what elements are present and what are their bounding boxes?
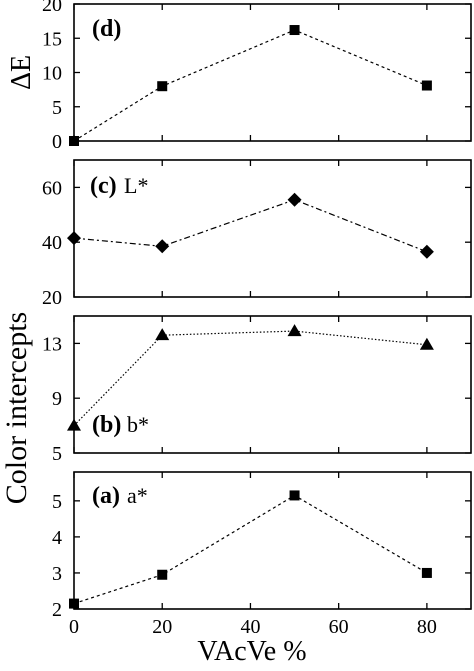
data-point-square [157, 569, 168, 580]
data-point-triangle [287, 324, 302, 337]
y-tick-label: 2 [52, 599, 62, 621]
data-point-diamond [419, 244, 434, 259]
panel-d: 0 5 10 15 20 (d) ΔE [6, 0, 472, 153]
y-tick-label: 20 [42, 287, 62, 309]
data-point-square [289, 490, 300, 501]
panel-c-frame [73, 159, 472, 298]
panel-y-axis-label: ΔE [6, 55, 37, 90]
series-label: b* [127, 412, 149, 437]
panel-b: 5 9 13 (b) b* [42, 315, 472, 465]
data-point-triangle [67, 418, 81, 431]
series-line-c [73, 199, 428, 253]
x-tick-label: 80 [417, 616, 437, 638]
panel-label: (c) [90, 173, 117, 199]
y-tick-label: 4 [52, 527, 62, 549]
panel-c: 20 40 60 (c) L* [42, 159, 472, 309]
y-tick-label: 10 [42, 63, 62, 85]
y-tick-label: 5 [52, 491, 62, 513]
x-tick-label: 40 [240, 616, 260, 638]
panel-label: (a) [92, 483, 120, 509]
data-point-square [289, 25, 300, 36]
series-label: L* [124, 173, 148, 198]
panels-group: 0 5 10 15 20 (d) ΔE 20 40 60 (c) L* 5 9 13 (b) b* 2 3 4 5 (a)… [6, 0, 472, 621]
data-point-square [421, 567, 432, 578]
x-axis-label: VAcVe % [197, 636, 306, 667]
y-tick-label: 40 [42, 232, 62, 254]
series-label: a* [127, 483, 148, 508]
data-point-square [69, 598, 79, 609]
data-point-diamond [67, 231, 81, 246]
data-point-square [157, 81, 168, 92]
series-line-a [73, 494, 428, 605]
y-tick-label: 15 [42, 28, 62, 50]
y-tick-label: 60 [42, 177, 62, 199]
data-point-square [421, 80, 432, 91]
panel-label: (d) [92, 16, 121, 42]
panel-a: 2 3 4 5 (a) a* [52, 471, 472, 621]
shared-y-axis-label: Color intercepts [0, 312, 33, 504]
data-point-diamond [155, 239, 170, 254]
y-tick-label: 3 [52, 563, 62, 585]
x-tick-label: 0 [69, 616, 79, 638]
panel-a-frame [73, 471, 472, 610]
panel-b-frame [73, 315, 472, 454]
x-tick-label: 60 [329, 616, 349, 638]
y-tick-label: 9 [52, 388, 62, 410]
y-tick-label: 0 [52, 131, 62, 153]
x-tick-labels: 0 20 40 60 80 [69, 616, 437, 638]
data-point-diamond [287, 192, 302, 207]
series-line-d [73, 29, 428, 142]
y-tick-label: 13 [42, 333, 62, 355]
panel-label: (b) [92, 412, 121, 438]
series-line-b [73, 330, 427, 427]
y-tick-label: 5 [52, 443, 62, 465]
data-point-triangle [155, 328, 170, 341]
panel-d-frame [73, 3, 472, 142]
y-tick-label: 5 [52, 97, 62, 119]
x-tick-label: 20 [152, 616, 172, 638]
y-tick-label: 20 [42, 0, 62, 16]
data-point-square [69, 136, 79, 146]
data-point-triangle [419, 337, 434, 350]
